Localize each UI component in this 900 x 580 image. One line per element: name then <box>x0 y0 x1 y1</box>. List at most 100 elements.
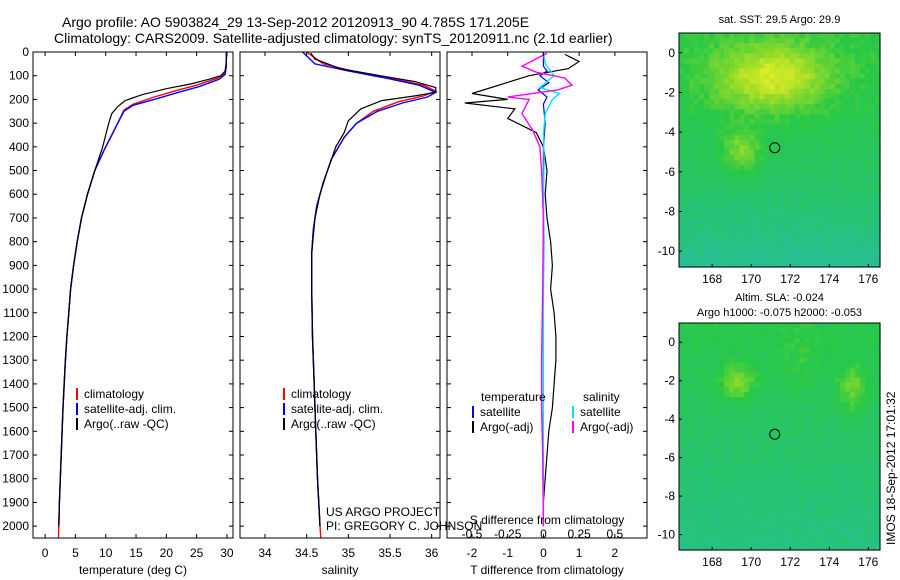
map-cell <box>834 256 841 263</box>
map-cell <box>794 211 801 217</box>
map-cell <box>824 421 831 428</box>
map-cell <box>764 436 770 442</box>
map-cell <box>764 150 770 156</box>
map-cell <box>729 58 735 65</box>
map-cell <box>704 446 710 452</box>
map-cell <box>839 195 846 202</box>
map-cell <box>875 382 881 388</box>
map-cell <box>839 416 846 423</box>
map-cell <box>804 490 811 497</box>
map-cell <box>839 150 846 156</box>
map-cell <box>839 406 846 413</box>
map-cell <box>719 200 725 207</box>
map-cell <box>749 426 755 433</box>
map-cell <box>844 256 851 263</box>
map-cell <box>779 114 786 121</box>
map-cell <box>804 392 811 398</box>
map-cell <box>689 342 695 349</box>
map-cell <box>734 323 740 329</box>
map-cell <box>759 387 765 393</box>
map-cell <box>799 490 806 497</box>
map-cell <box>724 236 730 243</box>
map-cell <box>764 195 770 202</box>
map-cell <box>719 476 725 482</box>
map-cell <box>849 89 856 95</box>
map-cell <box>699 38 705 44</box>
map-cell <box>724 180 730 187</box>
map-cell <box>870 58 876 65</box>
map-cell <box>839 342 846 349</box>
map-cell <box>694 256 700 263</box>
map-cell <box>784 216 791 222</box>
map-cell <box>699 251 705 258</box>
map-cell <box>764 124 770 131</box>
map-cell <box>679 436 685 442</box>
map-cell <box>744 397 750 403</box>
map-cell <box>704 231 710 238</box>
map-cell <box>764 53 770 59</box>
map-cell <box>875 221 881 227</box>
map-cell <box>814 124 821 131</box>
map-cell <box>764 441 770 447</box>
map-cell <box>769 94 776 100</box>
map-cell <box>829 89 836 95</box>
map-cell <box>754 525 760 531</box>
map-cell <box>799 211 806 217</box>
map-cell <box>849 337 856 344</box>
map-cell <box>709 406 715 413</box>
map-cell <box>704 185 710 192</box>
map-cell <box>759 451 765 457</box>
legend-label: Argo(..raw -QC) <box>84 417 169 431</box>
map-cell <box>834 53 841 59</box>
map-cell <box>794 525 801 531</box>
map-cell <box>794 119 801 126</box>
map-cell <box>839 89 846 95</box>
map-cell <box>709 200 715 207</box>
map-cell <box>744 352 750 359</box>
map-cell <box>844 332 851 339</box>
map-cell <box>744 170 750 176</box>
map-cell <box>694 480 700 487</box>
map-cell <box>734 382 740 388</box>
map-cell <box>834 471 841 477</box>
map-cell <box>849 165 856 171</box>
map-cell <box>789 38 796 44</box>
map-cell <box>759 402 765 408</box>
map-cell <box>789 221 796 227</box>
map-cell <box>719 261 725 268</box>
map-cell <box>684 155 690 161</box>
map-cell <box>784 206 791 212</box>
map-cell <box>694 195 700 202</box>
map-cell <box>834 362 841 368</box>
map-cell <box>849 48 856 54</box>
map-cell <box>709 476 715 482</box>
map-cell <box>704 94 710 100</box>
x-tick-label: 174 <box>819 272 839 286</box>
map-cell <box>764 471 770 477</box>
map-cell <box>859 190 866 197</box>
map-cell <box>829 246 836 253</box>
map-cell <box>809 327 816 334</box>
map-cell <box>684 114 690 121</box>
map-cell <box>844 63 851 70</box>
map-cell <box>699 352 705 359</box>
map-cell <box>764 200 770 207</box>
map-cell <box>804 337 811 344</box>
map-cell <box>749 362 755 368</box>
map-cell <box>809 58 816 65</box>
map-cell <box>844 165 851 171</box>
map-cell <box>849 206 856 212</box>
map-cell <box>829 436 836 442</box>
map-cell <box>769 206 776 212</box>
map-cell <box>864 347 871 354</box>
map-cell <box>739 144 745 151</box>
map-cell <box>699 411 705 418</box>
map-cell <box>684 165 690 171</box>
map-cell <box>875 256 881 263</box>
legend-label: Argo(-adj) <box>580 420 633 434</box>
map-cell <box>709 124 715 131</box>
map-cell <box>709 347 715 354</box>
map-cell <box>679 421 685 428</box>
map-cell <box>684 362 690 368</box>
plot-frame <box>239 51 441 539</box>
